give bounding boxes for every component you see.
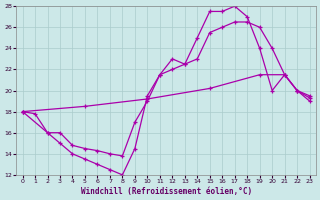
X-axis label: Windchill (Refroidissement éolien,°C): Windchill (Refroidissement éolien,°C)	[81, 187, 252, 196]
